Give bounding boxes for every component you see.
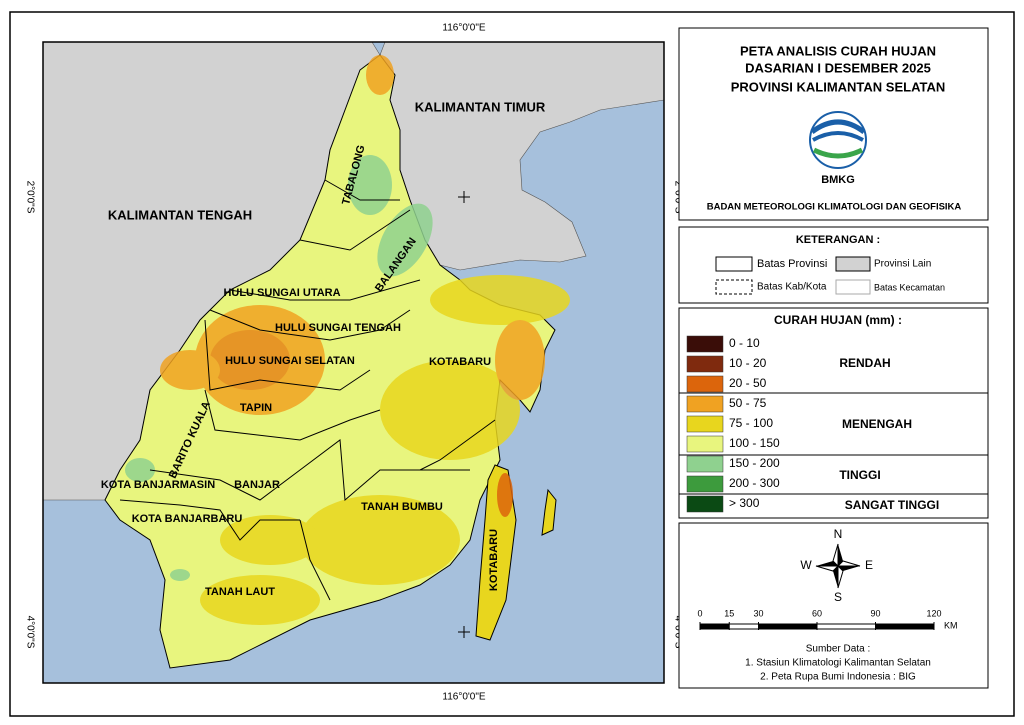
scale-tick-label: 0: [697, 608, 702, 618]
region-label: BANJAR: [234, 479, 280, 491]
class-range: 200 - 300: [729, 476, 780, 490]
source-heading: Sumber Data :: [806, 644, 870, 655]
class-range: 100 - 150: [729, 436, 780, 450]
category-label: MENENGAH: [842, 417, 912, 431]
class-swatch: [687, 356, 723, 372]
legend-swatch: [716, 280, 752, 294]
bmkg-logo: [810, 112, 866, 168]
category-label: RENDAH: [839, 356, 890, 370]
rainfall-heading: CURAH HUJAN (mm) :: [774, 313, 902, 327]
longitude-label: 116°0'0"E: [442, 692, 486, 703]
region-label: KOTA BANJARBARU: [132, 513, 243, 525]
category-label: TINGGI: [839, 468, 880, 482]
class-swatch: [687, 476, 723, 492]
region-label: KOTABARU: [488, 529, 500, 591]
rainfall-panel: [679, 308, 988, 518]
class-range: 0 - 10: [729, 336, 760, 350]
class-swatch: [687, 416, 723, 432]
scale-tick-label: 120: [926, 608, 941, 618]
source-line: 2. Peta Rupa Bumi Indonesia : BIG: [760, 672, 916, 683]
region-label: KOTA BANJARMASIN: [101, 479, 215, 491]
class-range: 75 - 100: [729, 416, 773, 430]
scale-segment: [759, 624, 818, 629]
map-page: 116°0'0"E 116°0'0"E 2°0'0"S 2°0'0"S 4°0'…: [0, 0, 1024, 725]
scale-tick-label: 60: [812, 608, 822, 618]
region-label: KALIMANTAN TIMUR: [415, 99, 546, 114]
compass-label: S: [834, 590, 842, 604]
class-swatch: [687, 336, 723, 352]
region-label: HULU SUNGAI UTARA: [223, 287, 340, 299]
scale-tick-label: 15: [724, 608, 734, 618]
longitude-label: 116°0'0"E: [442, 23, 486, 34]
class-range: > 300: [729, 496, 760, 510]
title-line: PROVINSI KALIMANTAN SELATAN: [731, 79, 946, 94]
region-label: KOTABARU: [429, 356, 491, 368]
compass-label: N: [834, 527, 843, 541]
scale-unit: KM: [944, 620, 958, 630]
scale-segment: [876, 624, 935, 629]
legend-label: Batas Kecamatan: [874, 282, 945, 292]
scale-tick-label: 30: [753, 608, 763, 618]
class-swatch: [687, 436, 723, 452]
legend-label: Provinsi Lain: [874, 259, 931, 270]
scale-segment: [729, 624, 758, 629]
region-label: TANAH LAUT: [205, 586, 275, 598]
region-label: KALIMANTAN TENGAH: [108, 207, 252, 222]
region-label: HULU SUNGAI SELATAN: [225, 355, 355, 367]
rainfall-classes: 0 - 10 10 - 20 20 - 50 50 - 75 75 - 100 100 -…: [687, 336, 780, 512]
logo-text: BMKG: [821, 174, 855, 186]
class-swatch: [687, 376, 723, 392]
compass-label: E: [865, 558, 873, 572]
region-label: TANAH BUMBU: [361, 501, 443, 513]
class-swatch: [687, 396, 723, 412]
class-swatch: [687, 456, 723, 472]
region-label: TAPIN: [240, 402, 272, 414]
class-range: 10 - 20: [729, 356, 767, 370]
legend-swatch: [836, 280, 870, 294]
title-line: PETA ANALISIS CURAH HUJAN: [740, 43, 936, 58]
category-label: SANGAT TINGGI: [845, 498, 939, 512]
title-line: DASARIAN I DESEMBER 2025: [745, 60, 931, 75]
legend-label: Batas Kab/Kota: [757, 282, 827, 293]
legend-label: Batas Provinsi: [757, 258, 827, 270]
source-line: 1. Stasiun Klimatologi Kalimantan Selata…: [745, 658, 931, 669]
latitude-label: 4°0'0"S: [24, 616, 35, 649]
scale-segment: [700, 624, 729, 629]
region-label: HULU SUNGAI TENGAH: [275, 322, 401, 334]
latitude-label: 2°0'0"S: [24, 181, 35, 214]
scale-tick-label: 90: [870, 608, 880, 618]
legend-swatch: [716, 257, 752, 271]
compass-label: W: [800, 558, 812, 572]
class-range: 150 - 200: [729, 456, 780, 470]
agency-name: BADAN METEOROLOGI KLIMATOLOGI DAN GEOFIS…: [707, 202, 962, 213]
scale-segment: [817, 624, 876, 629]
legend-heading: KETERANGAN :: [796, 234, 880, 246]
class-swatch: [687, 496, 723, 512]
legend-swatch: [836, 257, 870, 271]
class-range: 20 - 50: [729, 376, 767, 390]
class-range: 50 - 75: [729, 396, 767, 410]
